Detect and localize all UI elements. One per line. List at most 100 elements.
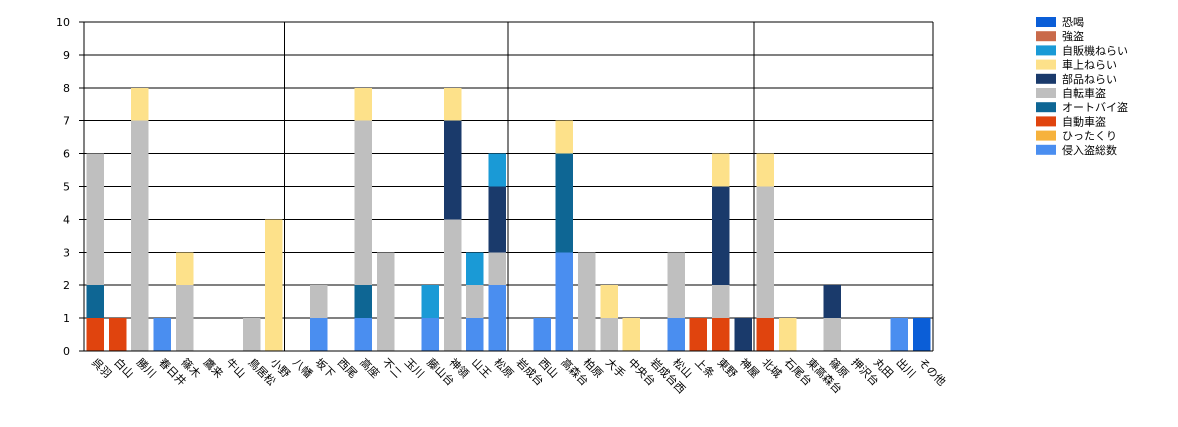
bar-segment — [712, 153, 730, 187]
bar-segment — [488, 285, 507, 351]
x-tick-label: 出川 — [893, 355, 918, 380]
x-tick-label: 不二 — [379, 356, 404, 381]
x-tick-label: 呉羽 — [89, 356, 114, 381]
bar-segment — [555, 120, 574, 154]
x-tick-label: 松原 — [491, 355, 516, 380]
legend-swatch — [1036, 144, 1056, 155]
bar-segment — [600, 318, 618, 351]
bar-segment — [667, 252, 685, 319]
legend-swatch — [1036, 88, 1056, 98]
bar-segment — [175, 252, 194, 286]
x-tick-label: 高座 — [357, 355, 382, 380]
bar-segment — [354, 87, 373, 121]
y-tick-label: 6 — [63, 148, 70, 161]
bar-segment — [600, 285, 618, 319]
bar-segment — [153, 318, 171, 351]
legend-swatch — [1036, 73, 1056, 84]
y-tick-label: 0 — [63, 345, 70, 358]
bar-segment — [354, 318, 373, 351]
bar-segment — [890, 318, 909, 351]
bar-segment — [108, 318, 127, 351]
bar-segment — [175, 285, 194, 351]
x-tick-label: 坂下 — [312, 356, 337, 381]
bar-segment — [756, 186, 775, 319]
bar-segment — [443, 87, 462, 121]
bars — [86, 87, 931, 351]
x-tick-label: 神屋 — [737, 355, 762, 380]
bar-segment — [354, 285, 373, 319]
bar-segment — [421, 318, 440, 351]
bar-segment — [756, 318, 775, 351]
bar-segment — [712, 318, 730, 351]
legend-swatch — [1036, 45, 1056, 56]
bar-segment — [309, 318, 328, 351]
bar-segment — [577, 252, 596, 351]
bar-segment — [242, 318, 261, 351]
x-tick-label: 西尾 — [335, 356, 360, 381]
bar-segment — [667, 318, 685, 351]
bar-segment — [488, 153, 507, 187]
bar-segment — [622, 318, 641, 351]
x-tick-label: その他 — [916, 356, 949, 389]
legend-label: 自動車盗 — [1062, 114, 1106, 128]
x-tick-label: 大手 — [603, 355, 628, 380]
bar-segment — [131, 87, 149, 121]
legend-label: 恐喝 — [1062, 16, 1084, 29]
legend-swatch — [1036, 31, 1056, 42]
x-tick-label: 東野 — [715, 356, 740, 381]
x-tick-label: 上条 — [692, 355, 717, 380]
legend-swatch — [1036, 102, 1056, 113]
bar-segment — [421, 285, 440, 319]
bar-segment — [555, 153, 574, 253]
x-tick-labels: 呉羽白山勝川春日井篠木鷹来牛山鳥居松小野八幡坂下西尾高座不二玉川藤山台神領山王松… — [89, 355, 948, 396]
legend-swatch — [1036, 17, 1056, 27]
legend-swatch — [1036, 130, 1056, 141]
legend-label: 自転車盗 — [1062, 86, 1106, 100]
bar-segment — [466, 252, 484, 286]
y-tick-label: 3 — [63, 246, 70, 259]
y-tick-label: 5 — [63, 181, 70, 194]
bar-segment — [734, 318, 752, 351]
bar-segment — [466, 318, 484, 351]
x-tick-label: 北城 — [759, 356, 784, 381]
y-tick-label: 9 — [63, 49, 70, 62]
bar-segment — [779, 318, 797, 351]
bar-segment — [265, 219, 283, 351]
x-tick-label: 八幡 — [290, 355, 315, 380]
bar-segment — [756, 153, 775, 187]
legend-swatch — [1036, 59, 1056, 70]
x-tick-label: 牛山 — [223, 355, 248, 380]
bar-segment — [913, 318, 931, 351]
legend: 恐喝強盗自販機ねらい車上ねらい部品ねらい自転車盗オートバイ盗自動車盗ひったくり侵… — [1036, 16, 1128, 157]
bar-segment — [466, 285, 484, 319]
y-tick-labels: 0 1 2 3 4 5 6 7 8 9 10 — [56, 16, 70, 358]
legend-label: 車上ねらい — [1062, 58, 1117, 72]
y-tick-label: 10 — [56, 16, 70, 29]
y-tick-label: 1 — [63, 312, 70, 325]
legend-swatch — [1036, 116, 1056, 127]
x-tick-label: 玉川 — [402, 356, 427, 381]
bar-segment — [376, 252, 395, 351]
y-tick-label: 4 — [63, 213, 70, 226]
legend-label: オートバイ盗 — [1062, 101, 1128, 114]
axes — [79, 21, 934, 352]
legend-label: ひったくり — [1062, 130, 1117, 143]
bar-segment — [823, 285, 842, 319]
bar-segment — [689, 318, 708, 351]
y-tick-label: 8 — [63, 82, 70, 95]
y-tick-label: 2 — [63, 279, 70, 292]
bar-segment — [488, 252, 507, 286]
bar-segment — [309, 285, 328, 319]
bar-segment — [86, 153, 104, 286]
x-tick-label: 鷹来 — [201, 355, 226, 380]
bar-segment — [712, 186, 730, 286]
bar-segment — [354, 120, 373, 286]
bar-segment — [533, 318, 551, 351]
bar-segment — [712, 285, 730, 319]
y-tick-label: 7 — [63, 115, 70, 128]
x-tick-label: 白山 — [111, 355, 136, 380]
bar-segment — [86, 285, 104, 319]
bar-segment — [488, 186, 507, 253]
bar-segment — [555, 252, 574, 351]
